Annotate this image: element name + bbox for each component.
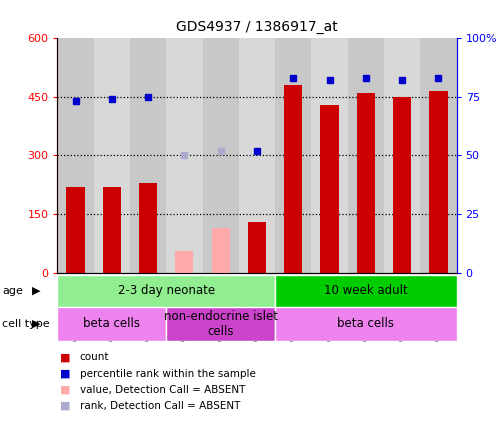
Bar	[166, 307, 275, 341]
Bar	[57, 38, 94, 273]
Bar	[348, 38, 384, 273]
Bar	[103, 187, 121, 273]
Text: age: age	[2, 286, 23, 296]
Text: ■: ■	[60, 401, 70, 411]
Title: GDS4937 / 1386917_at: GDS4937 / 1386917_at	[176, 20, 338, 34]
Bar	[420, 38, 457, 273]
Text: cell type: cell type	[2, 319, 50, 329]
Text: count: count	[80, 352, 109, 363]
Text: ■: ■	[60, 368, 70, 379]
Bar	[284, 85, 302, 273]
Text: rank, Detection Call = ABSENT: rank, Detection Call = ABSENT	[80, 401, 240, 411]
Text: ■: ■	[60, 352, 70, 363]
Text: ▶: ▶	[32, 286, 41, 296]
Bar	[311, 38, 348, 273]
Bar	[175, 251, 194, 273]
Text: 2-3 day neonate: 2-3 day neonate	[118, 284, 215, 297]
Bar	[166, 38, 203, 273]
Text: non-endocrine islet
cells: non-endocrine islet cells	[164, 310, 278, 338]
Bar	[429, 91, 448, 273]
Text: ▶: ▶	[32, 319, 41, 329]
Text: 10 week adult: 10 week adult	[324, 284, 408, 297]
Bar	[130, 38, 166, 273]
Bar	[139, 183, 157, 273]
Bar	[248, 222, 266, 273]
Bar	[275, 307, 457, 341]
Bar	[57, 307, 166, 341]
Bar	[57, 275, 275, 307]
Text: ■: ■	[60, 385, 70, 395]
Bar	[357, 93, 375, 273]
Bar	[393, 97, 411, 273]
Text: beta cells: beta cells	[83, 317, 140, 330]
Bar	[212, 228, 230, 273]
Bar	[275, 38, 311, 273]
Bar	[66, 187, 85, 273]
Bar	[384, 38, 420, 273]
Text: beta cells: beta cells	[337, 317, 394, 330]
Bar	[94, 38, 130, 273]
Text: percentile rank within the sample: percentile rank within the sample	[80, 368, 255, 379]
Bar	[203, 38, 239, 273]
Text: value, Detection Call = ABSENT: value, Detection Call = ABSENT	[80, 385, 245, 395]
Bar	[320, 104, 339, 273]
Bar	[275, 275, 457, 307]
Bar	[239, 38, 275, 273]
